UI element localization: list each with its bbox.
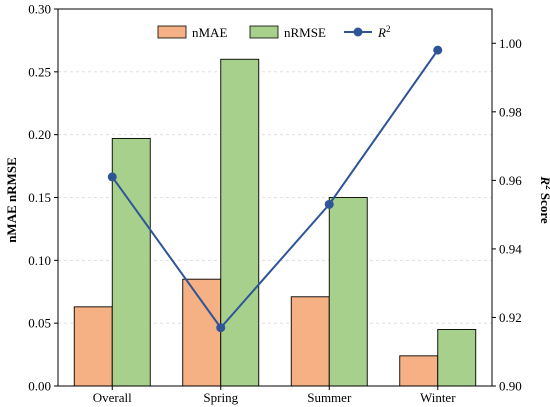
legend-swatch-nmae xyxy=(157,25,187,39)
bar-nrmse-winter xyxy=(437,329,477,387)
r2-point-winter xyxy=(433,45,443,55)
right-tick-label: 1.00 xyxy=(499,36,522,51)
left-tick-label: 0.20 xyxy=(28,127,51,142)
legend-marker-r2 xyxy=(353,27,363,37)
right-axis-title-rest: Score xyxy=(538,190,550,224)
bars xyxy=(73,58,477,387)
x-tick-label: Summer xyxy=(307,390,352,405)
x-tick-label: Overall xyxy=(93,390,132,405)
right-tick-label: 0.96 xyxy=(499,173,522,188)
bar-nmae-spring xyxy=(182,278,222,387)
bar-nmae-winter xyxy=(399,355,439,387)
legend-label-r2-sup: 2 xyxy=(386,24,391,34)
left-tick-label: 0.15 xyxy=(28,190,51,205)
right-tick-label: 0.92 xyxy=(499,310,522,325)
right-tick-label: 0.98 xyxy=(499,104,522,119)
left-tick-label: 0.30 xyxy=(28,2,51,17)
right-axis-title-sup: 2 xyxy=(544,185,550,190)
right-tick-label: 0.94 xyxy=(499,241,522,256)
r2-point-spring xyxy=(216,323,226,333)
r2-line-series xyxy=(107,45,443,333)
legend: nMAE nRMSE R2 xyxy=(157,24,390,40)
bar-nmae-summer xyxy=(290,296,330,387)
left-tick-label: 0.25 xyxy=(28,64,51,79)
bar-nrmse-overall xyxy=(111,137,151,387)
legend-label-nmae: nMAE xyxy=(192,25,227,40)
left-axis-title: nMAE nRMSE xyxy=(4,157,19,243)
x-tick-label: Spring xyxy=(203,390,238,405)
legend-swatch-nrmse xyxy=(249,25,279,39)
right-tick-label: 0.90 xyxy=(499,379,522,394)
left-tick-label: 0.10 xyxy=(28,253,51,268)
r2-line xyxy=(111,49,439,330)
right-axis-title: R2 Score xyxy=(538,175,550,223)
bar-nmae-overall xyxy=(73,306,113,387)
left-tick-label: 0.00 xyxy=(28,379,51,394)
legend-label-r2-main: R xyxy=(377,25,386,40)
x-tick-label: Winter xyxy=(420,390,456,405)
bar-nrmse-summer xyxy=(328,197,368,387)
legend-label-r2: R2 xyxy=(377,24,390,40)
left-tick-label: 0.05 xyxy=(28,316,51,331)
r2-point-overall xyxy=(107,172,117,182)
bar-nrmse-spring xyxy=(220,58,260,387)
r2-point-summer xyxy=(324,199,334,209)
axes: 0.00 0.05 0.10 0.15 0.20 0.25 0.30 0.90 0.92 0.94… xyxy=(28,2,522,406)
right-axis-title-r: R xyxy=(538,175,550,185)
legend-label-nrmse: nRMSE xyxy=(284,25,326,40)
